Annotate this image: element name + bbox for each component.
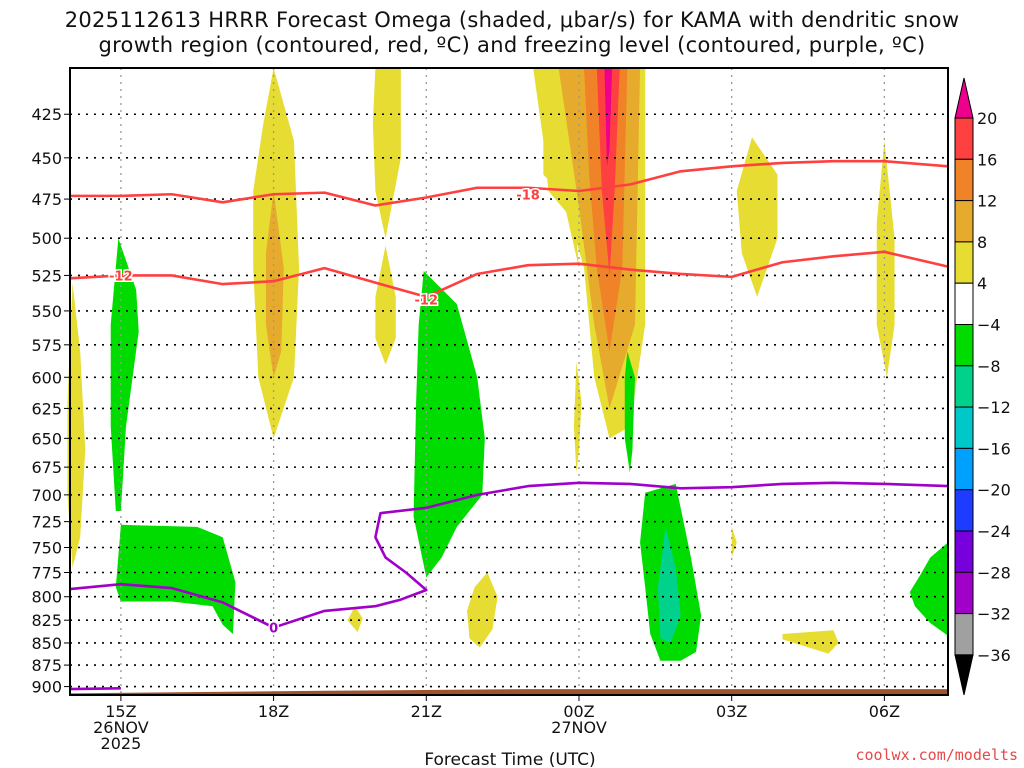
colorbar-swatch [954,158,974,202]
x-tick-label: 21Z [411,702,442,721]
y-tick-label: 650 [31,429,62,448]
x-tick-label: 03Z [716,702,747,721]
colorbar-arrow-bottom [954,654,974,696]
colorbar-label: −28 [977,563,1011,582]
omega-region [467,572,498,648]
colorbar-swatch [954,200,974,243]
credit-link[interactable]: coolwx.com/modelts [855,746,1018,764]
colorbar-arrow-top [954,77,974,119]
y-tick-label: 775 [31,564,62,583]
y-tick-label: 850 [31,634,62,653]
contour-line [69,481,949,629]
colorbar-swatch [954,365,974,408]
colorbar-swatch [954,282,974,326]
colorbar-swatch [954,447,974,491]
colorbar-label: −24 [977,522,1011,541]
omega-shading [67,68,948,661]
colorbar-swatch [954,613,974,656]
y-tick-label: 500 [31,229,62,248]
y-tick-label: 800 [31,588,62,607]
terrain-surface [70,689,948,695]
colorbar-label: 4 [977,274,987,293]
y-tick-label: 625 [31,399,62,418]
colorbar-label: −4 [977,316,1001,335]
omega-region [624,351,635,473]
colorbar: 20 16 12 8 4 −4 −8 −12 −16 −20 −24 −28 −32 −36 [954,77,1011,696]
y-tick-label: 550 [31,302,62,321]
omega-region [347,606,363,633]
y-tick-label: 875 [31,656,62,675]
x-tick-label: 27NOV [551,718,607,737]
colorbar-label: −32 [977,605,1011,624]
omega-region [596,68,620,276]
omega-region [909,542,948,636]
chart-title-line-2: growth region (contoured, red, ºC) and f… [98,33,926,57]
omega-region [876,140,895,378]
y-tick-label: 825 [31,611,62,630]
y-axis: 425 450 475 500 525 550 575 600 625 650 675 700 725 7… [31,105,70,697]
omega-region [413,271,485,578]
colorbar-swatch [954,530,974,573]
omega-region [573,361,582,473]
y-tick-label: 700 [31,486,62,505]
colorbar-label: 16 [977,150,997,169]
colorbar-label: −36 [977,646,1011,665]
colorbar-label: −12 [977,398,1011,417]
x-tick-label: 06Z [869,702,900,721]
omega-region [782,630,839,654]
x-tick-label: 2025 [101,734,142,753]
omega-region [372,68,401,239]
x-tick-label: 26NOV [93,718,149,737]
y-tick-label: 475 [31,190,62,209]
omega-region [657,526,681,643]
colorbar-label: 12 [977,192,997,211]
y-tick-label: 900 [31,678,62,697]
colorbar-swatch [954,241,974,284]
omega-region [604,68,613,167]
colorbar-swatch [954,324,974,367]
colorbar-label: −16 [977,439,1011,458]
colorbar-swatch [954,489,974,532]
x-tick-label: 15Z [105,702,136,721]
chart-title-line-1: 2025112613 HRRR Forecast Omega (shaded, … [64,8,960,32]
y-tick-label: 425 [31,105,62,124]
plot-frame [69,67,949,696]
colorbar-label: 8 [977,233,987,252]
y-tick-label: 725 [31,513,62,532]
omega-region [115,524,236,634]
contour-line [69,686,121,691]
colorbar-swatch [954,571,974,615]
colorbar-swatch [954,117,974,160]
x-tick-label: 00Z [563,702,594,721]
colorbar-label: 20 [977,109,997,128]
omega-region [67,282,86,568]
y-tick-label: 450 [31,149,62,168]
colorbar-label: −20 [977,481,1011,500]
x-axis-label: Forecast Time (UTC) [424,750,595,768]
contour-line [70,159,949,207]
omega-region [731,526,737,558]
omega-region [375,245,396,365]
colorbar-label: −8 [977,357,1001,376]
contour-label: 0 [269,622,278,637]
contour-label: -12 [109,269,133,284]
y-tick-label: 600 [31,368,62,387]
contour-label: -12 [415,294,439,309]
omega-region [736,137,778,297]
y-tick-label: 575 [31,336,62,355]
colorbar-swatch [954,406,974,449]
omega-region [110,238,139,512]
y-tick-label: 750 [31,538,62,557]
y-tick-label: 675 [31,458,62,477]
y-tick-label: 525 [31,266,62,285]
x-tick-label: 18Z [258,702,289,721]
contour-line [69,250,949,299]
temperature-contours: -18 -12 -12 0 [69,159,949,691]
contour-label: -18 [516,188,540,203]
